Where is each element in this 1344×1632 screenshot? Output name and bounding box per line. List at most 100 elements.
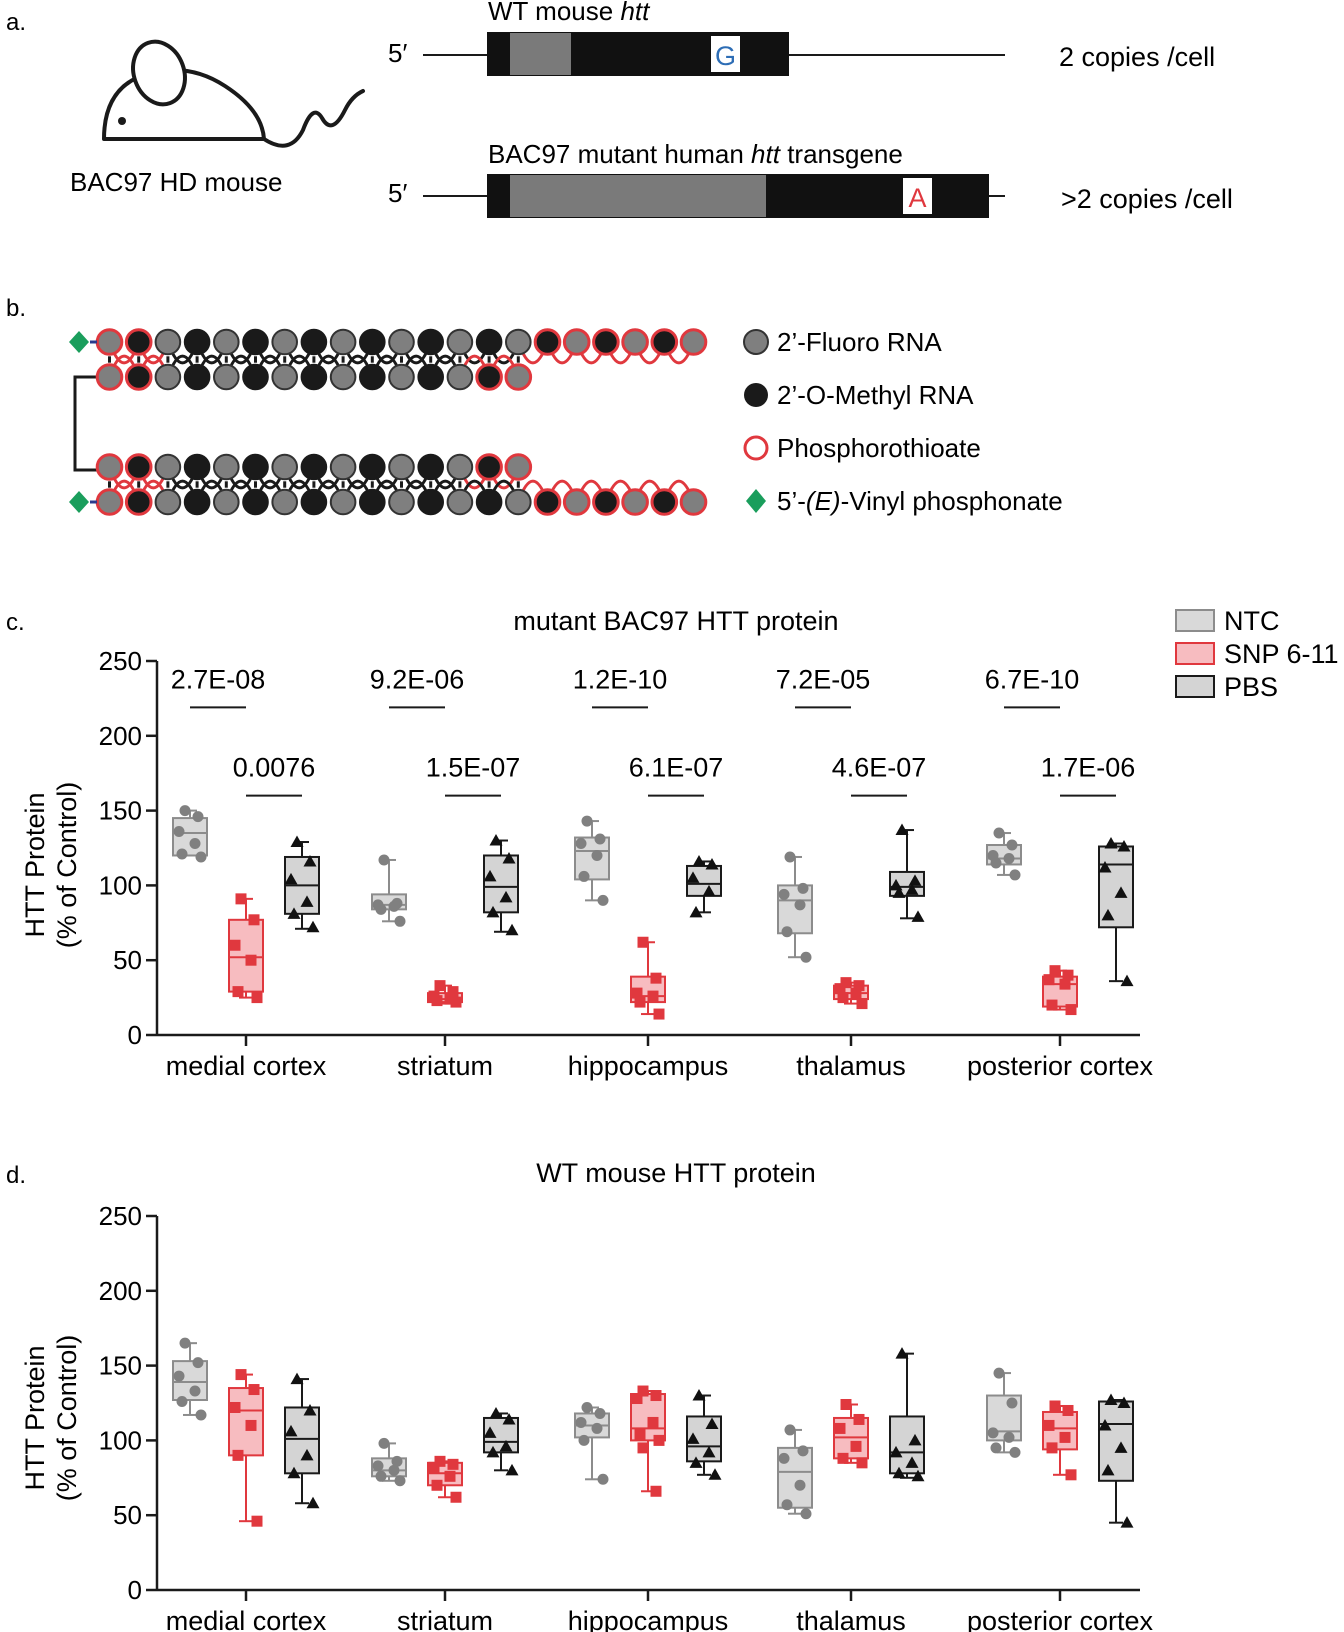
guide-strand-long-1-nucleotide <box>650 328 679 356</box>
guide-strand-long-1 <box>95 328 708 365</box>
data-point <box>505 923 519 936</box>
passenger-strand-2-nucleotide <box>329 453 357 481</box>
panel-c-pvalue-label: 9.2E-06 <box>370 664 465 694</box>
wt-snp-base: G <box>715 41 736 71</box>
mut-snp-base: A <box>908 183 926 213</box>
panel-d-ylabel-line-1: HTT Protein <box>20 1345 50 1490</box>
panel-d-label: d. <box>6 1162 26 1189</box>
panel-c-box-1-3 <box>833 977 869 1010</box>
data-point <box>1101 908 1115 921</box>
panel-d-box-0-0 <box>172 1337 208 1421</box>
data-point <box>784 851 796 863</box>
legend-methyl-symbol <box>744 383 768 407</box>
data-point <box>702 884 716 897</box>
panel-c-y-tick-label: 50 <box>113 945 142 975</box>
panel-c: c. mutant BAC97 HTT protein HTT Protein(… <box>6 606 1339 1081</box>
data-point <box>1003 1431 1015 1443</box>
data-point <box>634 1428 646 1440</box>
data-point <box>581 1401 593 1413</box>
passenger-strand-2-nucleotide <box>504 453 533 481</box>
data-point <box>837 992 849 1004</box>
panel-a-label: a. <box>6 9 26 36</box>
data-point <box>784 1424 796 1436</box>
passenger-strand-1-nucleotide <box>213 363 240 391</box>
data-point <box>689 1456 703 1468</box>
passenger-strand-1-nucleotide <box>271 363 299 391</box>
data-point <box>686 1432 700 1444</box>
mouse-icon <box>102 39 365 148</box>
data-point <box>702 1445 716 1458</box>
data-point <box>834 1422 846 1434</box>
guide-strand-long-2-nucleotide <box>329 488 357 516</box>
data-point <box>434 1455 446 1467</box>
panel-c-title: mutant BAC97 HTT protein <box>513 606 838 636</box>
data-point <box>1006 1397 1018 1409</box>
panel-a: a. BAC97 HD mouse WT mouse htt 5′ G 2 co… <box>6 0 1233 218</box>
panel-d-x-tick-label: medial cortex <box>166 1606 327 1632</box>
wt-gene-title-italic: htt <box>620 0 651 26</box>
panel-d-title: WT mouse HTT protein <box>536 1158 816 1188</box>
panel-c-box-1-1 <box>427 980 463 1008</box>
data-point <box>489 1406 503 1419</box>
data-point <box>444 993 456 1005</box>
guide-strand-long-1-nucleotide <box>621 328 649 356</box>
wt-snp-box <box>711 36 740 72</box>
data-point <box>486 905 500 918</box>
data-point <box>1046 1442 1058 1454</box>
guide-strand-long-2-nucleotide <box>417 488 445 516</box>
data-point <box>637 936 649 948</box>
data-point <box>284 1424 298 1437</box>
data-point <box>650 972 662 984</box>
wt-gene-grey-region <box>510 33 571 75</box>
mut-snp-box <box>903 178 932 214</box>
data-point <box>1049 1400 1061 1412</box>
guide-strand-long-1-nucleotide <box>592 328 620 356</box>
vinyl-phosphonate-mark <box>69 491 89 513</box>
panel-d-box-1-1 <box>427 1455 463 1503</box>
data-point <box>192 811 204 823</box>
wt-gene-title-prefix: WT mouse <box>488 0 620 26</box>
guide-strand-long-2-nucleotide <box>271 488 299 516</box>
data-point <box>1009 869 1021 881</box>
data-point <box>686 871 700 883</box>
panel-b-label: b. <box>6 295 26 322</box>
data-point <box>778 888 790 900</box>
mut-gene-title: BAC97 mutant human htt transgene <box>488 139 903 169</box>
data-point <box>708 1468 722 1480</box>
panel-c-x-tick-label: striatum <box>397 1051 493 1081</box>
passenger-strand-2-nucleotide <box>417 453 445 481</box>
data-point <box>895 823 909 836</box>
panel-d-box-1-4 <box>1042 1400 1078 1481</box>
box-iqr <box>228 918 264 993</box>
data-point <box>1120 1516 1134 1528</box>
panel-c-x-tick-label: hippocampus <box>568 1051 729 1081</box>
data-point <box>797 1445 809 1457</box>
data-point <box>1114 886 1128 898</box>
guide-strand-long-1-nucleotide <box>446 328 474 356</box>
mut-gene-title-italic: htt <box>751 139 782 169</box>
data-point <box>251 992 263 1004</box>
data-point <box>840 1398 852 1410</box>
data-point <box>290 1372 304 1385</box>
data-point <box>653 1008 665 1020</box>
guide-strand-long-1-nucleotide <box>95 328 124 356</box>
data-point <box>911 1469 925 1482</box>
data-point <box>837 1452 849 1464</box>
data-point <box>499 1439 513 1452</box>
data-point <box>800 951 812 963</box>
panel-d-y-tick-label: 150 <box>99 1351 142 1381</box>
data-point <box>245 954 257 966</box>
passenger-strand-2 <box>95 453 533 490</box>
data-point <box>375 1470 387 1482</box>
panel-c-pvalue-label: 1.7E-06 <box>1041 753 1136 783</box>
box-iqr <box>1098 1400 1134 1482</box>
panel-d-x-tick-label: striatum <box>397 1606 493 1632</box>
data-point <box>990 1442 1002 1454</box>
box-iqr <box>172 1360 208 1402</box>
guide-strand-long-1-nucleotide <box>183 328 211 356</box>
data-point <box>800 1508 812 1520</box>
panel-c-box-2-0 <box>284 835 320 933</box>
data-point <box>692 854 706 867</box>
data-point <box>1049 965 1061 977</box>
passenger-strand-2-nucleotide <box>154 453 182 481</box>
